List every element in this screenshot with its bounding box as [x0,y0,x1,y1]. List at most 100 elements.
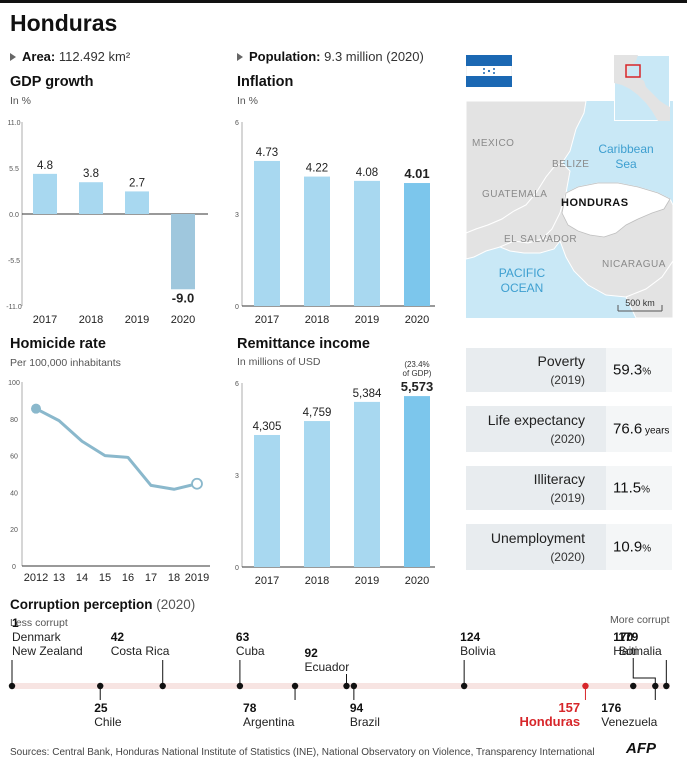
x-tick-label: 2019 [125,314,149,326]
rank-number: 176 [601,701,622,715]
y-tick-label: 3 [235,212,239,219]
scale-band [12,683,670,689]
population-value: 9.3 million (2020) [324,49,424,64]
data-label: 2.7 [129,177,145,189]
data-point-end [191,477,203,490]
stat-year: (2020) [550,550,585,564]
scale-marker [582,682,589,690]
y-tick-label: 80 [10,417,18,424]
leader-line [632,658,656,686]
data-label: -9.0 [172,290,194,305]
stat-unit: years [642,425,670,437]
scale-marker [652,682,659,690]
data-point [104,454,106,457]
x-tick-label: 2019 [185,572,209,584]
x-tick-label: 2017 [33,314,57,326]
x-tick-label: 2020 [405,575,429,587]
x-tick-label: 2018 [305,575,329,587]
x-tick-label: 2019 [355,575,379,587]
rank-number: 1 [12,616,19,630]
afp-logo: AFP [626,740,656,757]
gdp-growth-chart: 11.0 5.5 0.0 -5.5 -11.0 4.8 2017 3.8 2018 2.7 2019… [6,120,208,326]
bar [254,160,280,306]
x-tick-label: 2020 [405,314,429,326]
map-label-nicaragua: NICARAGUA [602,259,666,270]
stat-label: Poverty [537,353,585,369]
bar [304,421,330,567]
country-name: Brazil [349,715,380,729]
remittance-note-line2: of GDP) [403,369,432,378]
homicide-series-line [35,407,198,491]
area-value: 112.492 km² [58,49,131,64]
data-label: 3.8 [83,168,99,180]
bar [304,176,330,306]
data-point-start [31,403,41,414]
stat-unit: % [642,543,652,555]
country-name: Ecuador [304,660,350,674]
scale-marker [630,682,637,690]
stat-value: 11.5 [613,479,642,497]
stat-year: (2019) [550,373,585,387]
scale-marker [8,682,16,690]
remittance-unit: In millions of USD [237,356,321,368]
locator-highlight-box [625,64,641,78]
x-tick-label: 2018 [305,314,329,326]
inflation-unit: In % [237,95,259,107]
area-fact: Area: 112.492 km² [10,49,130,64]
stat-year: (2019) [550,491,585,505]
x-tick-label: 2017 [255,575,279,587]
stat-label: Illiteracy [533,471,585,487]
scale-marker [236,682,244,690]
scale-marker [159,682,166,690]
more-corrupt-label: More corrupt [610,614,670,626]
data-label: 4.08 [356,167,378,179]
remittance-title: Remittance income [237,336,370,352]
country-name: Somalia [618,644,662,658]
x-tick-label: 2012 [24,572,48,584]
stat-year: (2020) [550,432,585,446]
bar [33,173,57,214]
sources-footer: Sources: Central Bank, Honduras National… [10,747,595,758]
rank-number: 78 [243,701,257,715]
stat-value: 59.3 [613,361,643,379]
corruption-label: 94 Brazil [350,701,380,729]
central-america-map: MEXICO BELIZE Caribbean Sea GUATEMALA HO… [466,101,673,318]
data-label: 4,759 [303,407,332,419]
corruption-label: 25 Chile [94,701,121,729]
bar [404,183,430,306]
rank-number: 157 [558,700,581,715]
bar [404,396,430,567]
bullet-triangle-icon [237,52,243,61]
map-label-el-salvador: EL SALVADOR [504,234,577,245]
stat-value: 76.6 [613,420,643,438]
less-corrupt-label: Less corrupt [10,617,68,629]
map-label-sea: Sea [615,157,637,171]
corruption-label: 176 Venezuela [601,701,657,729]
corruption-label: 124 Bolivia [460,630,495,658]
map-label-ocean: OCEAN [501,281,544,295]
data-label: 4.73 [256,147,278,159]
y-tick-label: -11.0 [6,304,22,311]
corruption-label: 42 Costa Rica [111,630,170,658]
population-fact: Population: 9.3 million (2020) [237,49,424,64]
y-tick-label: 20 [10,527,18,534]
x-tick-label: 18 [168,572,180,584]
rank-number: 179 [618,630,639,644]
x-tick-label: 2017 [255,314,279,326]
corruption-label: 92 Ecuador [305,646,350,674]
country-name: Cuba [235,644,265,658]
stat-value: 10.9 [613,538,643,556]
y-tick-label: 6 [235,381,239,388]
rank-number: 42 [110,630,125,644]
scale-label: 500 km [625,298,655,308]
x-tick-label: 2019 [355,314,379,326]
corruption-scale-graphic [8,658,670,700]
bar [79,182,103,214]
country-name: Costa Rica [110,644,170,658]
map-label-mexico: MEXICO [472,138,514,149]
bullet-triangle-icon [10,52,16,61]
population-label: Population: [249,49,321,64]
country-name: Denmark [12,630,61,644]
page-title: Honduras [10,10,118,36]
data-point [81,440,83,443]
